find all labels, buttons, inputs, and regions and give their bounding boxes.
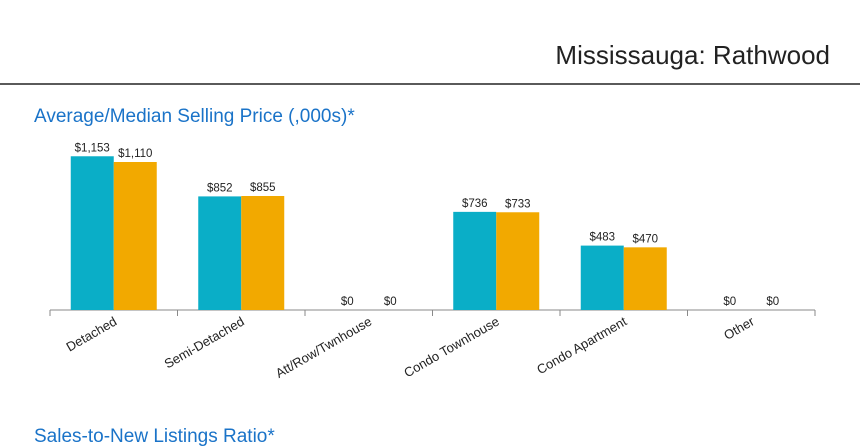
- data-label-average: $1,153: [75, 142, 110, 154]
- page-title: Mississauga: Rathwood: [555, 40, 830, 70]
- data-label-median: $0: [384, 296, 397, 308]
- bar-average: [453, 211, 497, 310]
- data-label-average: $736: [462, 198, 488, 210]
- title-divider: [0, 83, 860, 85]
- bar-median: [241, 196, 285, 310]
- data-label-median: $855: [250, 182, 276, 194]
- bar-average: [198, 196, 242, 310]
- x-tick-label: Condo Townhouse: [401, 314, 502, 381]
- x-tick-label: Att/Row/Twnhouse: [273, 314, 374, 381]
- next-section-title: Sales-to-New Listings Ratio*: [34, 426, 275, 447]
- data-label-median: $733: [505, 198, 531, 210]
- data-label-median: $0: [766, 296, 779, 308]
- bar-median: [623, 247, 667, 310]
- data-label-average: $483: [589, 232, 615, 244]
- x-tick-label: Condo Apartment: [534, 313, 629, 377]
- data-label-average: $852: [207, 182, 233, 194]
- x-tick-label: Detached: [64, 314, 120, 355]
- x-tick-label: Semi-Detached: [162, 314, 247, 372]
- chart-title: Average/Median Selling Price (,000s)*: [34, 106, 355, 127]
- data-label-median: $470: [632, 233, 658, 245]
- bar-median: [496, 212, 540, 310]
- bar-average: [70, 156, 114, 310]
- x-tick-label: Other: [721, 313, 757, 343]
- bar-average: [580, 245, 624, 310]
- data-label-average: $0: [723, 296, 736, 308]
- selling-price-bar-chart: $1,153 $1,110 Detached $852 $855 Semi-Detache…: [49, 142, 816, 381]
- bar-median: [113, 162, 157, 310]
- data-label-median: $1,110: [118, 148, 152, 160]
- data-label-average: $0: [341, 296, 354, 308]
